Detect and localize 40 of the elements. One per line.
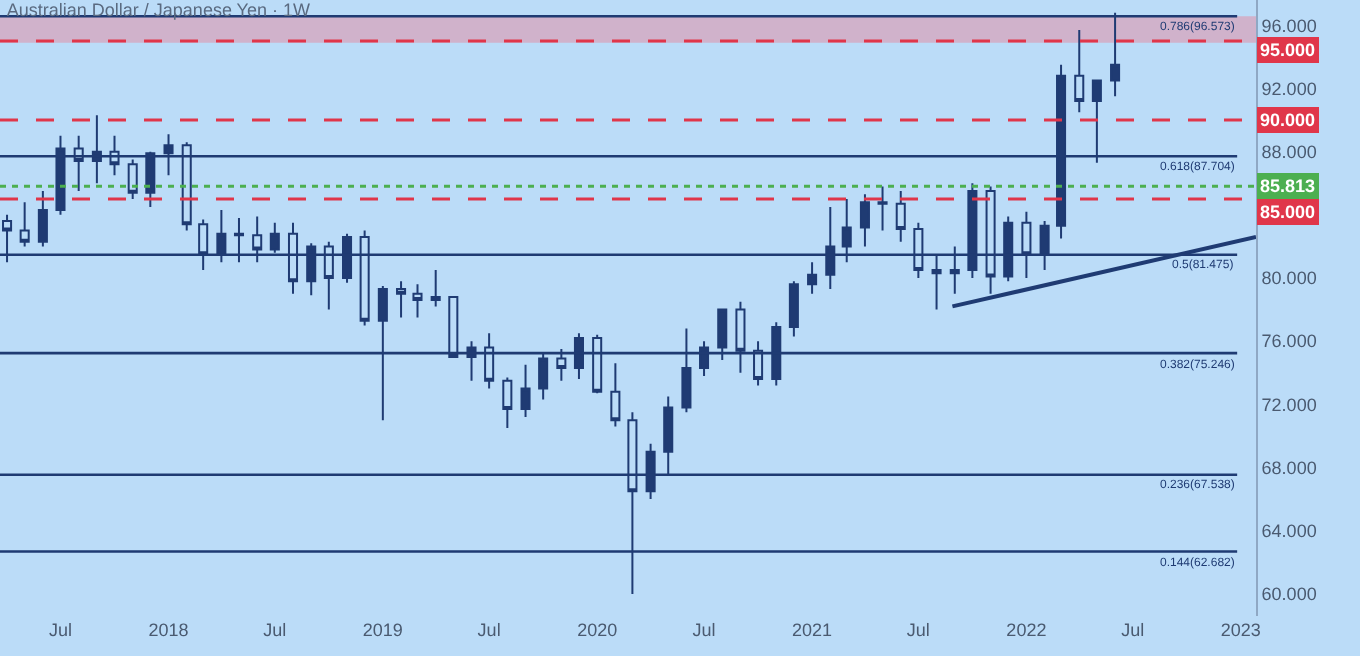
- x-tick-label: 2020: [577, 620, 618, 640]
- ref-line-label: 90.000: [1260, 110, 1316, 130]
- candlestick: [807, 261, 818, 295]
- ref-line-label: 85.813: [1260, 176, 1316, 196]
- x-tick-label: 2022: [1006, 620, 1047, 640]
- y-tick-label: 96.000: [1261, 15, 1317, 36]
- x-tick-label: 2019: [362, 620, 403, 640]
- candlestick: [895, 190, 906, 243]
- x-tick-label: 2023: [1220, 620, 1261, 640]
- candlestick: [520, 363, 531, 418]
- x-tick-label: 2018: [148, 620, 189, 640]
- candlestick: [396, 280, 407, 319]
- candlestick: [1074, 29, 1085, 114]
- y-tick-label: 80.000: [1261, 268, 1317, 289]
- candlestick: [430, 269, 441, 308]
- candlestick: [502, 376, 513, 430]
- x-tick-label: Jul: [906, 620, 930, 640]
- x-tick-label: 2021: [792, 620, 833, 640]
- chart-title: Australian Dollar / Japanese Yen · 1W: [6, 0, 311, 20]
- candlestick: [788, 280, 799, 338]
- x-tick-label: Jul: [692, 620, 716, 640]
- y-tick-label: 68.000: [1261, 457, 1317, 478]
- ref-line-label: 95.000: [1260, 40, 1316, 60]
- candlestick: [37, 190, 48, 248]
- candlestick: [19, 201, 30, 248]
- x-tick-label: Jul: [1121, 620, 1145, 640]
- candlestick: [877, 185, 888, 232]
- candlestick: [610, 362, 621, 428]
- x-tick-label: Jul: [48, 620, 72, 640]
- y-tick-label: 92.000: [1261, 78, 1317, 99]
- ref-line-label: 85.000: [1260, 202, 1316, 222]
- y-tick-label: 72.000: [1261, 394, 1317, 415]
- candlestick: [859, 193, 870, 248]
- y-tick-label: 76.000: [1261, 331, 1317, 352]
- y-tick-label: 64.000: [1261, 521, 1317, 541]
- y-tick-label: 60.000: [1261, 584, 1317, 605]
- y-tick-label: 88.000: [1261, 141, 1317, 162]
- x-tick-label: Jul: [263, 620, 287, 640]
- x-tick-label: Jul: [477, 620, 501, 640]
- candlestick: [412, 283, 423, 319]
